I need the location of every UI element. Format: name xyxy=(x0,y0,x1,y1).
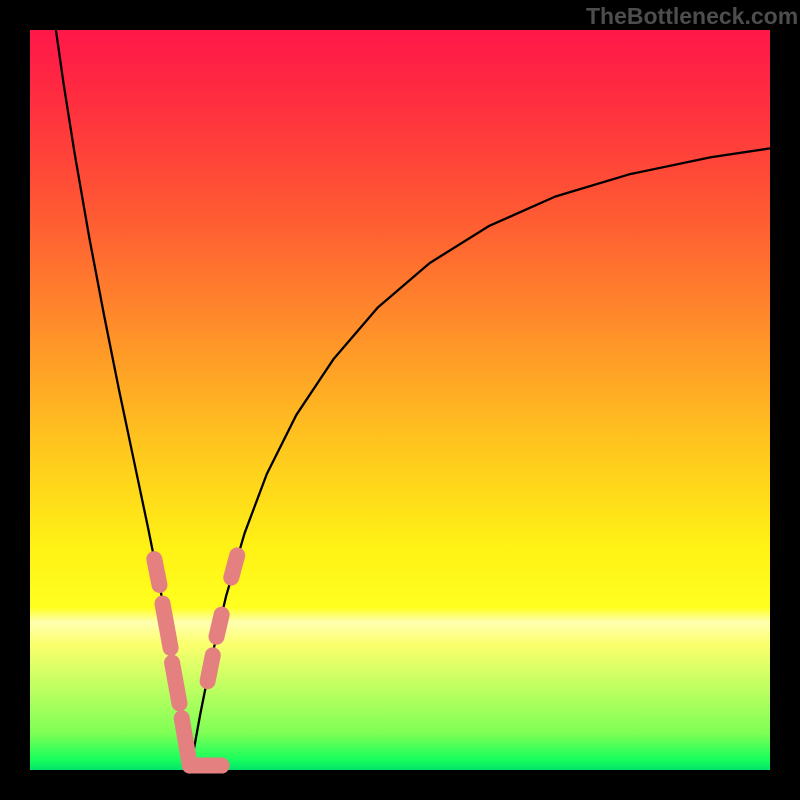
marker-segment xyxy=(172,663,179,704)
marker-segment xyxy=(154,559,159,585)
marker-segment xyxy=(231,555,237,577)
plot-background-gradient xyxy=(30,30,770,770)
marker-segment xyxy=(162,604,170,648)
bottleneck-chart xyxy=(0,0,800,800)
watermark-label: TheBottleneck.com xyxy=(586,3,798,30)
marker-segment xyxy=(216,615,221,637)
marker-segment xyxy=(208,655,213,681)
